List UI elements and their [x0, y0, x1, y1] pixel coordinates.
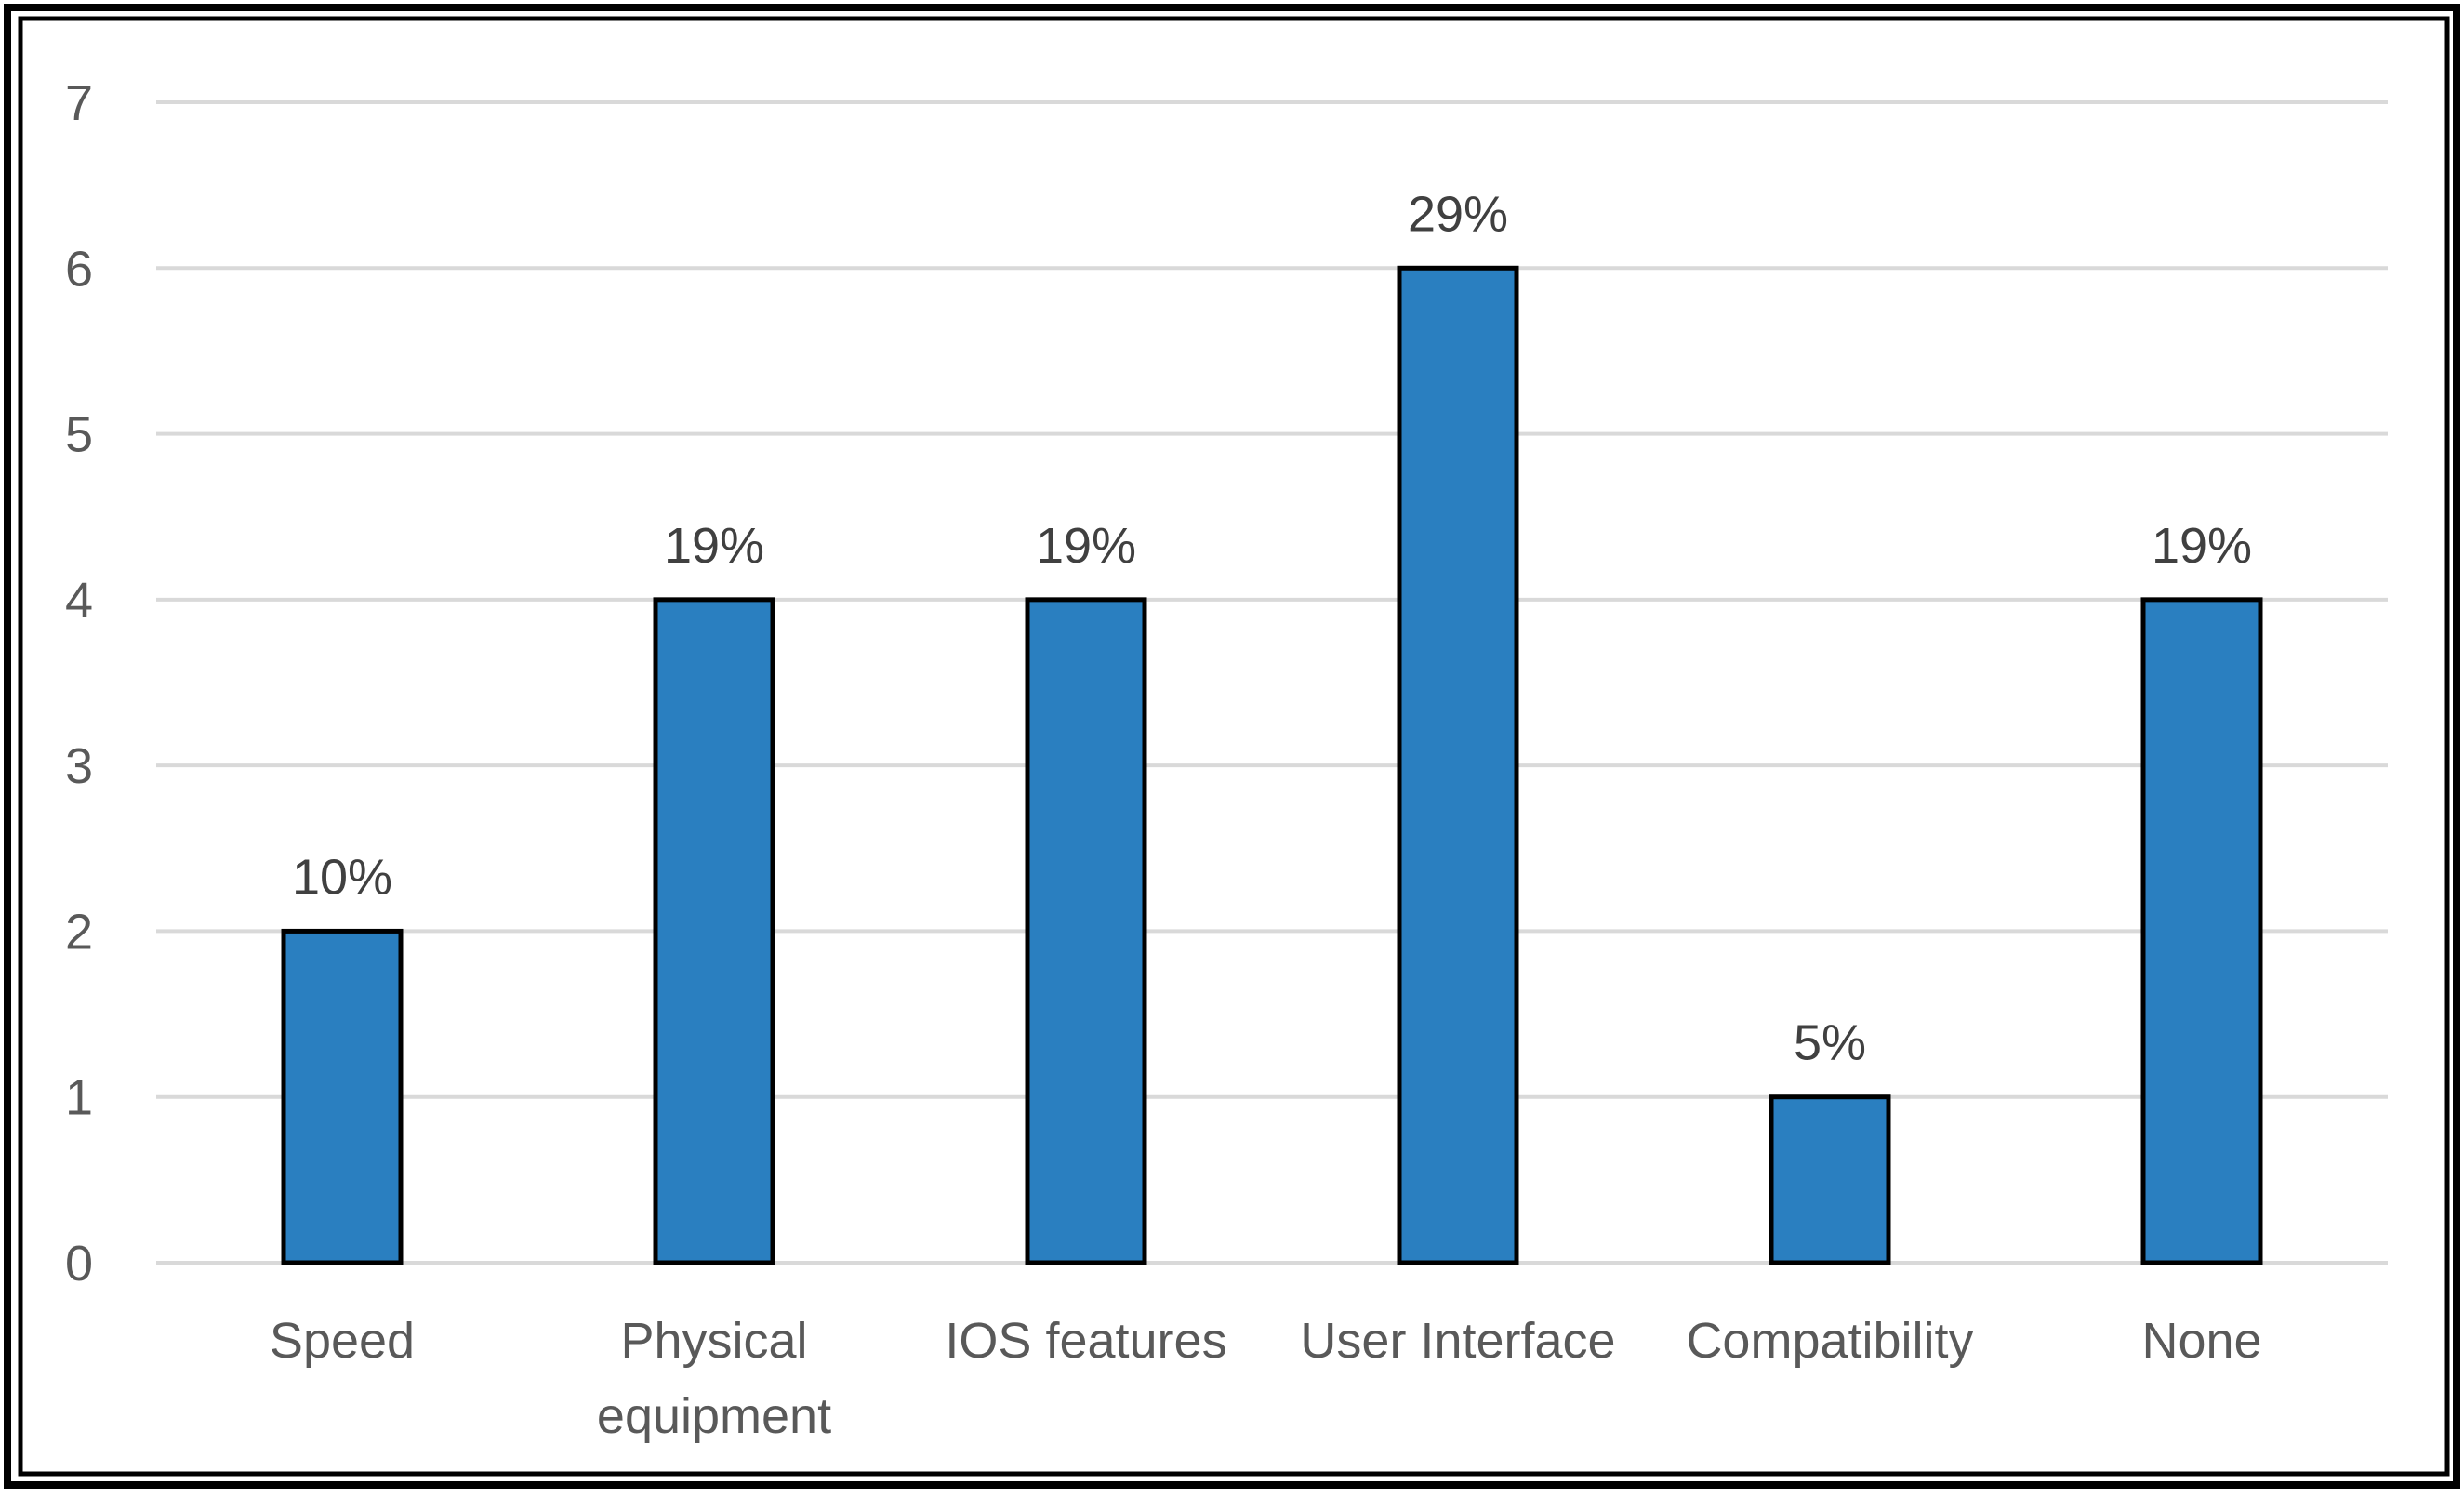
- x-axis-ticks: Speed Physical equipment IOS features User I…: [270, 1313, 2262, 1444]
- bar: [2140, 597, 2263, 1265]
- outer-border: [4, 4, 2460, 1489]
- y-tick-label: 5: [65, 407, 93, 463]
- gridlines: [156, 100, 2388, 1265]
- y-tick-label: 3: [65, 738, 93, 794]
- data-labels: 10% 19% 19% 29% 5% 19%: [292, 186, 2252, 1070]
- data-label: 19%: [1036, 518, 1136, 574]
- data-label: 10%: [292, 849, 392, 905]
- y-tick-label: 7: [65, 75, 93, 131]
- bar: [1025, 597, 1147, 1265]
- x-tick-label: Compatibility: [1686, 1313, 1973, 1369]
- y-tick-label: 4: [65, 573, 93, 629]
- y-axis-ticks: 0 1 2 3 4 5 6 7: [65, 75, 93, 1292]
- inner-border: [18, 16, 2450, 1477]
- x-tick-label: Speed: [270, 1313, 415, 1369]
- data-label: 19%: [2152, 518, 2252, 574]
- bar: [1769, 1094, 1891, 1265]
- x-tick-label: IOS features: [945, 1313, 1226, 1369]
- bars: [281, 265, 2263, 1265]
- bar: [281, 928, 404, 1265]
- y-tick-label: 0: [65, 1236, 93, 1292]
- data-label: 19%: [664, 518, 764, 574]
- x-tick-label: User Interface: [1300, 1313, 1615, 1369]
- data-label: 5%: [1794, 1015, 1866, 1071]
- y-tick-label: 2: [65, 904, 93, 960]
- bar: [1397, 265, 1519, 1265]
- x-tick-label: None: [2141, 1313, 2261, 1369]
- x-tick-label: equipment: [597, 1388, 831, 1444]
- y-tick-label: 6: [65, 241, 93, 297]
- x-tick-label: Physical: [620, 1313, 807, 1369]
- bar: [653, 597, 775, 1265]
- data-label: 29%: [1408, 186, 1508, 242]
- y-tick-label: 1: [65, 1070, 93, 1126]
